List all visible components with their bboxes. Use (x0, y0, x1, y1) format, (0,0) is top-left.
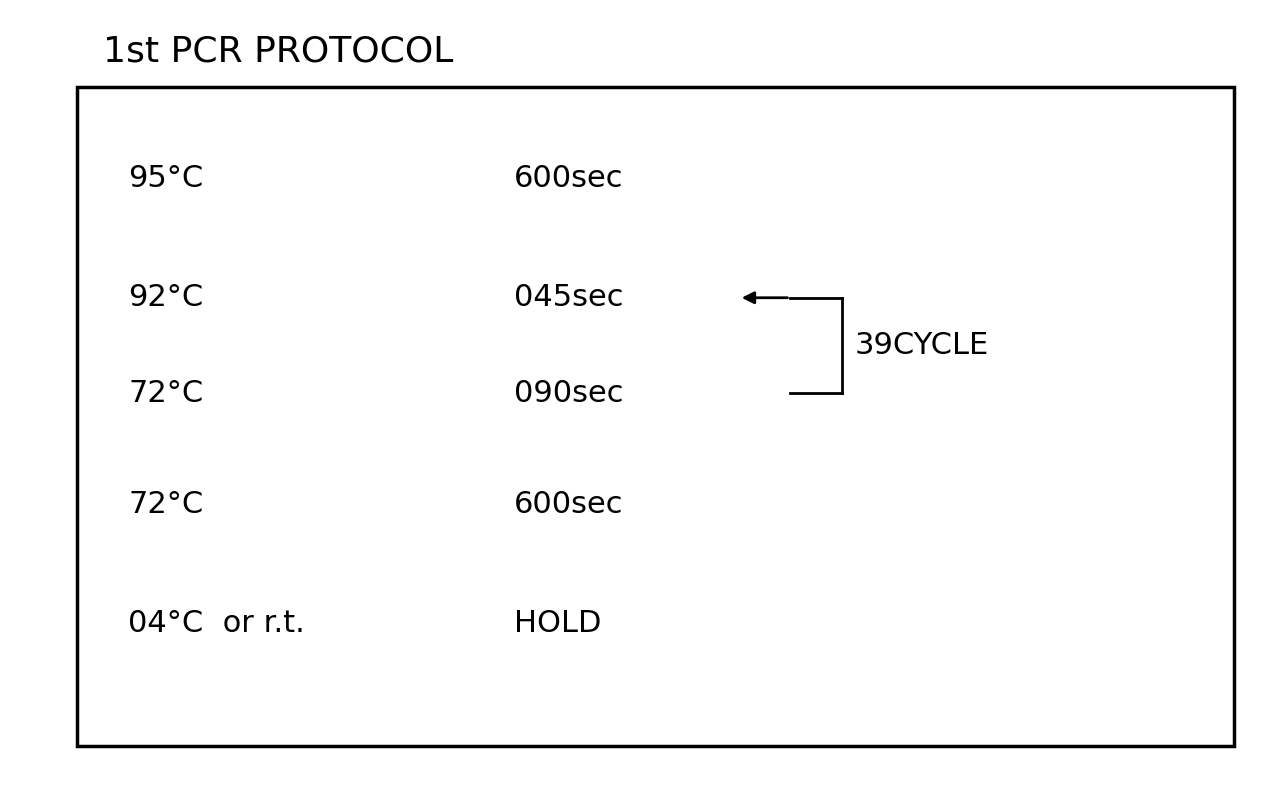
Text: 045sec: 045sec (514, 283, 623, 312)
Text: 090sec: 090sec (514, 379, 623, 407)
Text: 72°C: 72°C (128, 490, 204, 518)
Text: 04°C  or r.t.: 04°C or r.t. (128, 609, 306, 638)
Text: 1st PCR PROTOCOL: 1st PCR PROTOCOL (103, 35, 454, 68)
Text: 92°C: 92°C (128, 283, 204, 312)
Text: 39CYCLE: 39CYCLE (855, 331, 988, 360)
Text: 600sec: 600sec (514, 164, 623, 193)
Text: 95°C: 95°C (128, 164, 204, 193)
Bar (77, 87, 1234, 746)
Text: HOLD: HOLD (514, 609, 601, 638)
Text: 72°C: 72°C (128, 379, 204, 407)
Text: 600sec: 600sec (514, 490, 623, 518)
